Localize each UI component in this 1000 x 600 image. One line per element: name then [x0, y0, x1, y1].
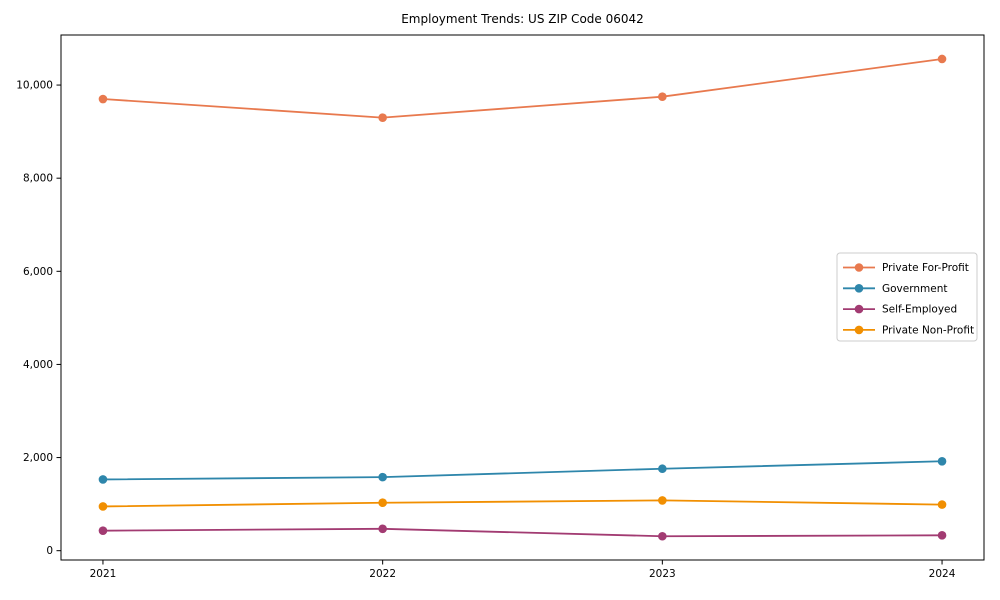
series-marker-private-non-profit: [658, 496, 667, 505]
series-marker-self-employed: [658, 531, 667, 541]
series-marker-self-employed: [98, 526, 108, 535]
x-tick-label: 2021: [90, 568, 117, 580]
series-marker-government: [98, 475, 108, 484]
y-tick-label: 4,000: [23, 359, 53, 371]
series-line-private-for-profit: [102, 58, 943, 119]
legend-label-government: Government: [882, 283, 947, 295]
y-tick-label: 0: [46, 545, 53, 557]
legend-marker-self-employed: [854, 304, 864, 314]
legend-marker-government: [854, 284, 864, 293]
legend-label-private-for-profit: Private For-Profit: [882, 262, 969, 274]
legend-box: [836, 252, 978, 342]
series-line-government: [102, 460, 943, 481]
y-tick-label: 2,000: [23, 452, 53, 464]
series-marker-private-for-profit: [378, 113, 387, 122]
x-tick-label: 2023: [649, 568, 676, 580]
series-marker-private-for-profit: [937, 54, 947, 64]
series-marker-private-non-profit: [98, 502, 108, 511]
x-tick-label: 2022: [369, 568, 396, 580]
series-marker-government: [658, 464, 667, 474]
y-tick-label: 8,000: [23, 173, 53, 185]
chart-title: Employment Trends: US ZIP Code 06042: [401, 12, 644, 26]
series-marker-private-for-profit: [658, 92, 667, 101]
legend-marker-private-non-profit: [854, 325, 864, 335]
series-marker-government: [378, 472, 387, 482]
series-marker-government: [937, 456, 947, 466]
series-line-private-non-profit: [102, 499, 943, 508]
legend-label-private-non-profit: Private Non-Profit: [882, 324, 974, 336]
series-line-self-employed: [102, 527, 943, 538]
y-tick-label: 6,000: [23, 266, 53, 278]
series-marker-private-non-profit: [378, 498, 387, 508]
x-tick-label: 2024: [929, 568, 956, 580]
series-marker-private-for-profit: [98, 94, 108, 104]
plot-border: [60, 34, 985, 561]
legend-marker-private-for-profit: [854, 263, 864, 272]
y-tick-label: 10,000: [16, 80, 53, 92]
legend-label-self-employed: Self-Employed: [882, 304, 957, 316]
series-marker-self-employed: [937, 531, 947, 540]
series-marker-private-non-profit: [937, 500, 947, 509]
series-marker-self-employed: [378, 524, 387, 534]
